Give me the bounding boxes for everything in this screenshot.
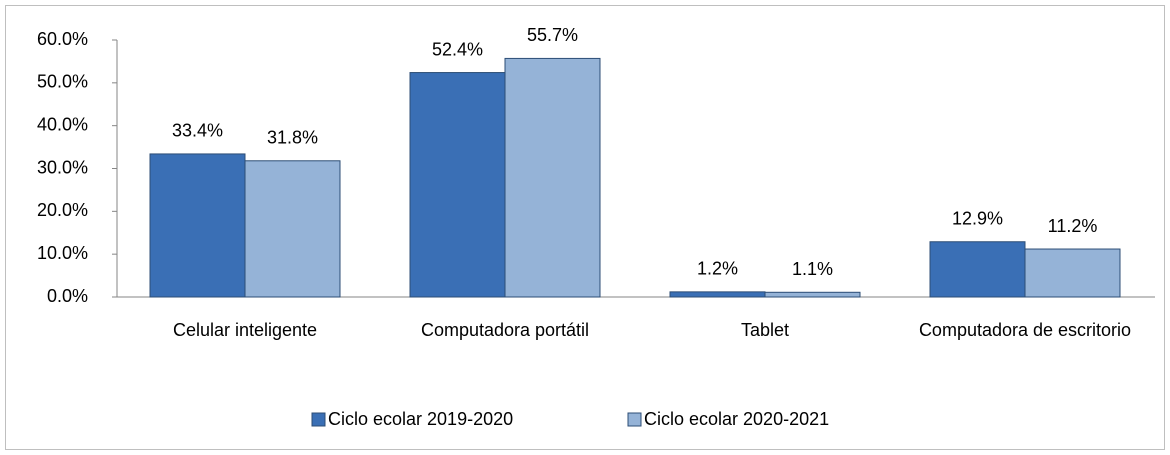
x-tick-label: Computadora portátil (420, 320, 590, 340)
y-tick-label: 50.0% (37, 72, 88, 92)
data-label: 52.4% (432, 39, 483, 59)
bar (669, 291, 766, 298)
bar (504, 57, 601, 298)
legend-label: Ciclo ecolar 2020-2021 (644, 409, 829, 429)
bar (1024, 248, 1121, 298)
data-label: 1.1% (792, 259, 833, 279)
x-tick-label: Tablet (740, 320, 790, 340)
data-label: 33.4% (172, 121, 223, 141)
data-label: 11.2% (1048, 216, 1098, 236)
y-tick-label: 0.0% (47, 286, 88, 306)
bar (929, 241, 1026, 298)
bar (244, 160, 341, 298)
data-label: 12.9% (952, 208, 1003, 228)
y-tick-label: 60.0% (37, 29, 88, 49)
bar (764, 291, 861, 298)
legend-marker (627, 412, 642, 427)
x-tick-label: Celular inteligente (172, 320, 318, 340)
y-tick-label: 10.0% (37, 243, 88, 263)
y-tick-label: 30.0% (37, 157, 88, 177)
bar (409, 72, 506, 298)
legend-marker (311, 412, 326, 427)
y-tick-label: 40.0% (37, 114, 88, 134)
data-label: 31.8% (267, 128, 318, 148)
x-tick-label: Computadora de escritorio (918, 320, 1132, 340)
data-label: 1.2% (697, 259, 738, 279)
y-tick-label: 20.0% (37, 200, 88, 220)
legend-label: Ciclo ecolar 2019-2020 (328, 409, 513, 429)
data-label: 55.7% (527, 25, 578, 45)
bar (149, 153, 246, 298)
